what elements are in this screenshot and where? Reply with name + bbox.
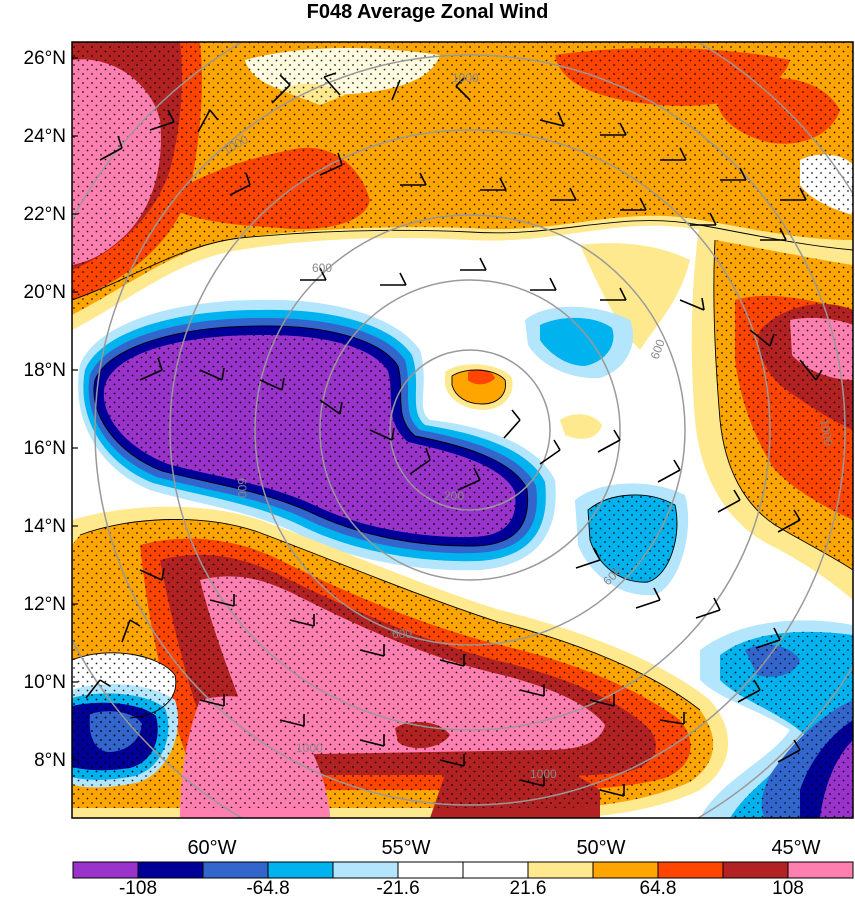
latitude-axis [72, 57, 78, 761]
colorbar-swatch [202, 861, 269, 879]
colorbar-label: -64.8 [246, 878, 289, 899]
ring-label: 1000 [817, 418, 835, 447]
latitude-labels: 26°N 24°N 22°N 20°N 18°N 16°N 14°N 12°N … [24, 48, 66, 771]
lat-label-16n: 16°N [24, 438, 66, 459]
lon-label-45w: 45°W [771, 837, 820, 859]
colorbar-swatch [787, 861, 854, 879]
lat-label-12n: 12°N [24, 594, 66, 615]
colorbar-label: 64.8 [640, 878, 677, 899]
range-rings [72, 42, 853, 818]
lat-label-22n: 22°N [24, 204, 66, 225]
lat-label-10n: 10°N [24, 672, 66, 693]
ring-label: 200 [444, 489, 464, 503]
ring-label: 1000 [452, 71, 479, 85]
colorbar-swatch [72, 861, 139, 879]
lat-label-14n: 14°N [24, 516, 66, 537]
lon-label-60w: 60°W [187, 837, 236, 859]
longitude-labels: 60°W 55°W 50°W 45°W [187, 837, 820, 859]
ring-label: 1000 [530, 767, 557, 781]
colorbar-label: 21.6 [510, 878, 547, 899]
colorbar-labels: -108 -64.8 -21.6 21.6 64.8 108 [119, 878, 804, 899]
ring-label: 600 [235, 478, 249, 498]
contour-lines [72, 220, 853, 719]
map-title: F048 Average Zonal Wind [306, 1, 549, 23]
ring-label: 1000 [296, 741, 323, 755]
colorbar-label: 108 [772, 878, 804, 899]
lat-label-20n: 20°N [24, 282, 66, 303]
colorbar-swatch [592, 861, 659, 879]
colorbar-label: -108 [119, 878, 157, 899]
lon-label-50w: 50°W [576, 837, 625, 859]
colorbar-swatch [267, 861, 334, 879]
wind-barbs [85, 72, 823, 797]
colorbar-swatch [722, 861, 789, 879]
colorbar-swatch [527, 861, 594, 879]
lat-label-8n: 8°N [34, 750, 66, 771]
colorbar-swatch [397, 861, 464, 879]
lon-label-55w: 55°W [381, 837, 430, 859]
lat-label-18n: 18°N [24, 360, 66, 381]
colorbar-swatch [462, 861, 529, 879]
lat-label-24n: 24°N [24, 126, 66, 147]
ring-label: 600 [392, 627, 412, 641]
colorbar-label: -21.6 [376, 878, 419, 899]
colorbar-swatch [657, 861, 724, 879]
stippling [72, 42, 853, 818]
ring-label: 600 [312, 261, 332, 275]
colorbar-swatch [332, 861, 399, 879]
plot-area: 200 600 1000 600 600 1000 600 600 1000 1… [72, 42, 853, 818]
ring-label: 600 [648, 337, 668, 361]
plot-frame [71, 41, 854, 819]
lat-label-26n: 26°N [24, 48, 66, 69]
colorbar-swatch [137, 861, 204, 879]
colorbar [72, 861, 854, 879]
